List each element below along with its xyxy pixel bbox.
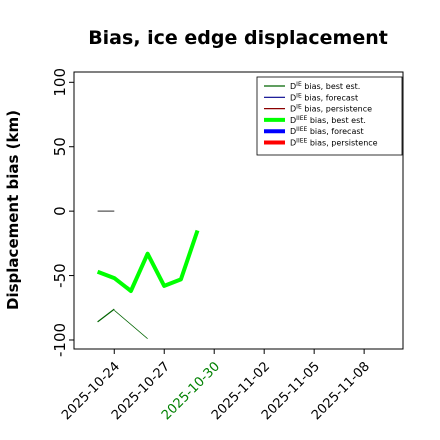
- y-tick-label: -50: [51, 263, 69, 288]
- legend-entry: DIIEE bias, forecast: [290, 126, 364, 136]
- chart-title: Bias, ice edge displacement: [88, 27, 388, 49]
- y-tick-label: 50: [51, 137, 69, 156]
- series-line-segment: [114, 310, 148, 339]
- plot-frame: [73, 71, 404, 350]
- plot-area: [96, 210, 200, 339]
- legend-entry: DIIEE bias, persistence: [290, 138, 378, 148]
- legend: DIE bias, best est.DIE bias, forecast DIE…: [256, 76, 403, 156]
- y-tick-label: 100: [51, 68, 69, 97]
- y-tick-label: -100: [51, 323, 69, 357]
- y-axis-label: Displacement bias (km): [4, 110, 22, 310]
- legend-entry: DIE bias, persistence: [290, 104, 372, 114]
- legend-entry: DIE bias, best est.: [290, 81, 360, 91]
- series-line: [96, 229, 200, 293]
- y-tick-label: 0: [51, 206, 69, 216]
- legend-entry: DIE bias, forecast: [290, 92, 358, 102]
- series-line: [97, 308, 115, 323]
- legend-entry: DIIEE bias, best est.: [290, 115, 366, 125]
